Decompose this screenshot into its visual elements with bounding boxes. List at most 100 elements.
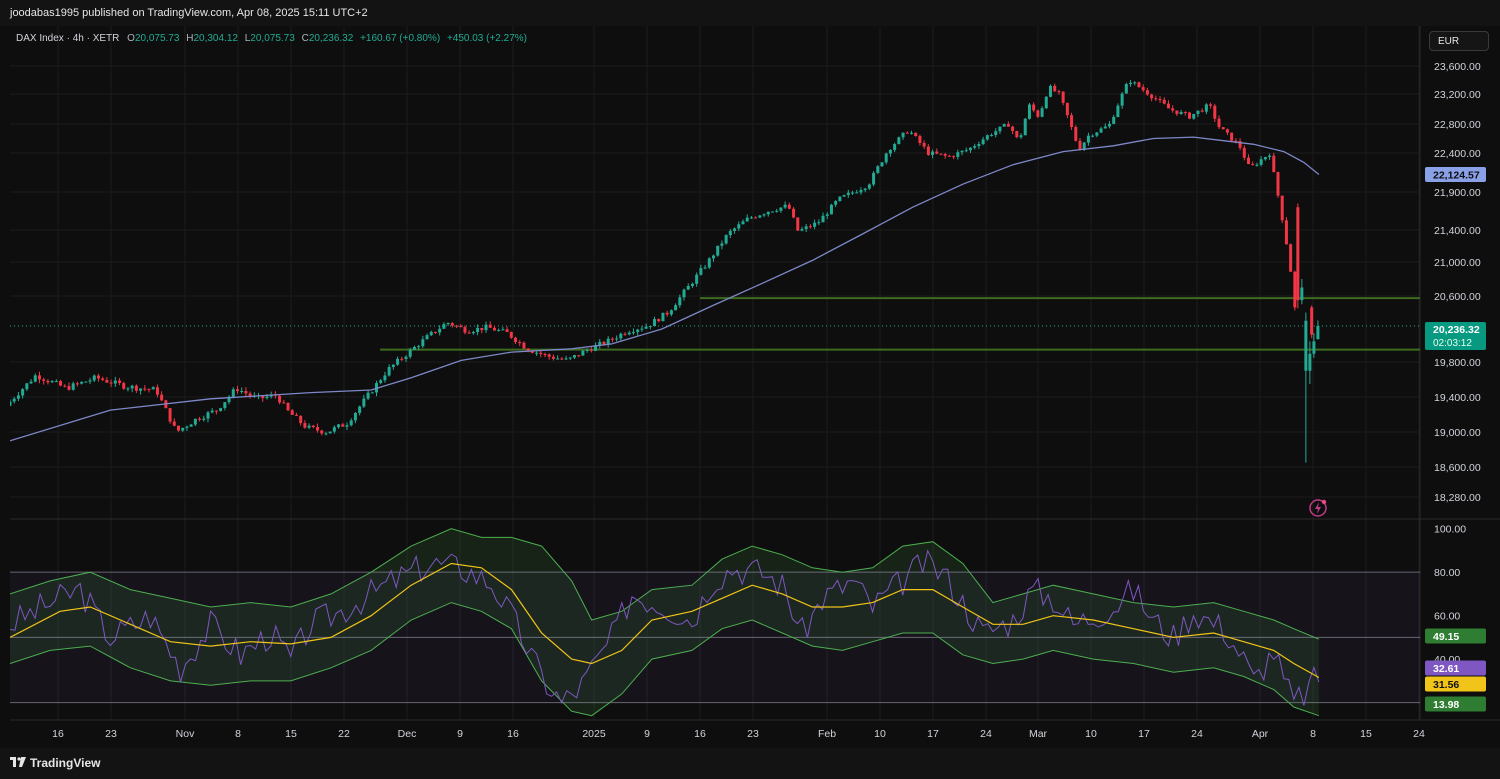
candle-body <box>1296 207 1300 301</box>
moving-average <box>10 136 1320 442</box>
lightning-icon[interactable] <box>1309 499 1327 517</box>
candle-body <box>905 132 909 134</box>
candle-body <box>1304 320 1308 371</box>
candle-body <box>1276 172 1280 196</box>
candle-body <box>859 190 863 193</box>
candle-body <box>438 328 442 333</box>
candle-body <box>728 230 732 236</box>
candle-body <box>792 208 796 218</box>
candle-body <box>733 228 737 231</box>
candle-body <box>817 222 821 224</box>
candle-body <box>1002 124 1006 127</box>
candle-body <box>914 132 918 137</box>
candle-body <box>1116 105 1120 117</box>
price-badges: 22,124.57 20,236.32 02:03:12 49.15 32.61 31.5… <box>1425 166 1486 712</box>
currency-button[interactable]: EUR <box>1429 31 1489 51</box>
countdown-label: 02:03:12 <box>1433 338 1472 349</box>
time-tick-label: 16 <box>507 728 519 740</box>
candle-body <box>210 410 214 413</box>
candle-body <box>320 430 324 434</box>
candle-body <box>1065 102 1069 116</box>
price-tick-label: 19,000.00 <box>1434 427 1481 439</box>
tradingview-logo-text: TradingView <box>30 756 101 770</box>
candle-body <box>12 398 16 402</box>
candle-body <box>897 137 901 145</box>
candle-body <box>10 401 12 406</box>
candle-body <box>1268 155 1272 158</box>
candle-body <box>876 166 880 173</box>
candle-body <box>522 342 526 349</box>
time-tick-label: 23 <box>747 728 759 740</box>
candle-body <box>994 131 998 136</box>
candle-body <box>1057 91 1061 93</box>
candle-body <box>463 327 467 333</box>
candle-body <box>396 358 400 365</box>
candle-body <box>530 351 534 353</box>
candle-body <box>1310 307 1314 335</box>
candle-body <box>1137 82 1141 88</box>
candle-body <box>37 375 41 380</box>
candle-body <box>556 358 560 360</box>
candle-body <box>151 387 155 390</box>
candle-body <box>177 425 181 431</box>
candle-body <box>749 217 753 219</box>
candle-body <box>54 381 58 383</box>
candle-body <box>1150 94 1154 99</box>
time-tick-label: 8 <box>1310 728 1316 740</box>
tradingview-logo[interactable]: TradingView <box>10 756 100 770</box>
candle-body <box>29 381 33 384</box>
change-value-2: +450.03 (+2.27%) <box>446 33 527 44</box>
candle-body <box>1255 164 1259 166</box>
candle-body <box>741 221 745 225</box>
candle-body <box>1036 110 1040 117</box>
candle-body <box>391 364 395 368</box>
candle-body <box>834 201 838 205</box>
candle-body <box>80 381 84 384</box>
rsi-upper-band <box>10 528 1320 640</box>
symbol-title[interactable]: DAX Index · 4h · XETR <box>16 33 120 44</box>
candle-body <box>408 349 412 357</box>
candle-body <box>855 192 859 194</box>
chart-area[interactable] <box>0 26 1500 748</box>
candle-body <box>867 184 871 189</box>
rsi-badge: 32.61 <box>1433 663 1459 675</box>
candle-body <box>712 255 716 259</box>
candle-body <box>514 337 518 343</box>
candle-body <box>88 380 92 382</box>
candle-body <box>1107 123 1111 127</box>
candle-body <box>1032 104 1036 111</box>
candle-body <box>619 333 623 339</box>
candle-body <box>796 217 800 231</box>
candle-body <box>1312 341 1316 354</box>
candle-body <box>615 338 619 340</box>
candle-body <box>244 390 248 394</box>
candle-body <box>1221 127 1225 130</box>
candle-body <box>568 357 572 359</box>
time-tick-label: 24 <box>1191 728 1203 740</box>
candle-body <box>682 289 686 298</box>
candle-body <box>998 126 1002 132</box>
candle-body <box>459 325 463 328</box>
candle-body <box>433 331 437 333</box>
candle-body <box>362 398 366 407</box>
candle-body <box>1099 128 1103 133</box>
candle-body <box>467 332 471 334</box>
candle-body <box>59 381 63 386</box>
time-tick-label: 24 <box>1413 728 1425 740</box>
candle-body <box>699 268 703 275</box>
candle-body <box>501 329 505 331</box>
candle-body <box>50 381 54 383</box>
candle-body <box>231 389 235 397</box>
candle-body <box>939 153 943 155</box>
candle-body <box>1133 82 1137 84</box>
candle-body <box>644 326 648 329</box>
candle-body <box>977 144 981 147</box>
candle-body <box>577 355 581 357</box>
candle-body <box>539 352 543 355</box>
price-tick-label: 22,400.00 <box>1434 148 1481 160</box>
candle-body <box>33 375 37 382</box>
candle-body <box>1011 126 1015 132</box>
candle-body <box>783 204 787 208</box>
candle-body <box>640 328 644 330</box>
